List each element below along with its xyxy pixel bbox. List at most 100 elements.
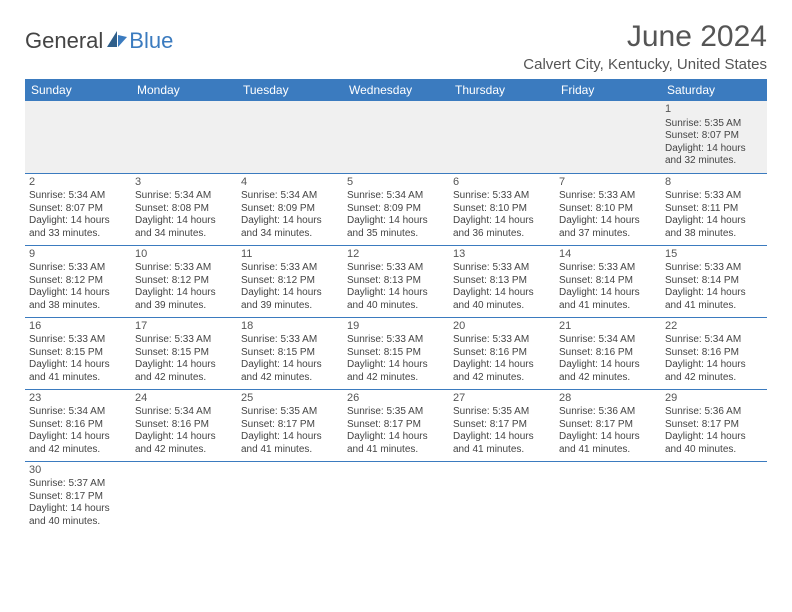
day-number: 5	[347, 176, 445, 190]
sunrise-line: Sunrise: 5:34 AM	[347, 190, 445, 203]
week-row: 9Sunrise: 5:33 AMSunset: 8:12 PMDaylight…	[25, 245, 767, 317]
sunset-line: Sunset: 8:11 PM	[665, 203, 763, 216]
daylight-line: Daylight: 14 hours and 42 minutes.	[135, 359, 233, 384]
day-cell: 13Sunrise: 5:33 AMSunset: 8:13 PMDayligh…	[449, 245, 555, 317]
sunrise-line: Sunrise: 5:33 AM	[347, 262, 445, 275]
day-number: 20	[453, 320, 551, 334]
day-cell: 5Sunrise: 5:34 AMSunset: 8:09 PMDaylight…	[343, 173, 449, 245]
daylight-line: Daylight: 14 hours and 42 minutes.	[241, 359, 339, 384]
sunset-line: Sunset: 8:12 PM	[241, 275, 339, 288]
day-cell: 26Sunrise: 5:35 AMSunset: 8:17 PMDayligh…	[343, 389, 449, 461]
sunset-line: Sunset: 8:16 PM	[29, 419, 127, 432]
daylight-line: Daylight: 14 hours and 40 minutes.	[347, 287, 445, 312]
week-row: 1Sunrise: 5:35 AMSunset: 8:07 PMDaylight…	[25, 101, 767, 173]
sunset-line: Sunset: 8:17 PM	[347, 419, 445, 432]
sunrise-line: Sunrise: 5:34 AM	[241, 190, 339, 203]
day-cell: 18Sunrise: 5:33 AMSunset: 8:15 PMDayligh…	[237, 317, 343, 389]
sunrise-line: Sunrise: 5:33 AM	[241, 262, 339, 275]
day-number: 21	[559, 320, 657, 334]
sunset-line: Sunset: 8:15 PM	[135, 347, 233, 360]
day-header: Tuesday	[237, 79, 343, 101]
sunset-line: Sunset: 8:15 PM	[347, 347, 445, 360]
day-number: 6	[453, 176, 551, 190]
day-cell: 6Sunrise: 5:33 AMSunset: 8:10 PMDaylight…	[449, 173, 555, 245]
day-number: 3	[135, 176, 233, 190]
daylight-line: Daylight: 14 hours and 42 minutes.	[665, 359, 763, 384]
day-cell	[131, 101, 237, 173]
day-header: Wednesday	[343, 79, 449, 101]
sunrise-line: Sunrise: 5:35 AM	[665, 118, 763, 131]
day-number: 11	[241, 248, 339, 262]
logo: General Blue	[25, 28, 173, 54]
day-cell: 24Sunrise: 5:34 AMSunset: 8:16 PMDayligh…	[131, 389, 237, 461]
day-cell: 1Sunrise: 5:35 AMSunset: 8:07 PMDaylight…	[661, 101, 767, 173]
day-number: 7	[559, 176, 657, 190]
sunset-line: Sunset: 8:10 PM	[559, 203, 657, 216]
day-cell: 9Sunrise: 5:33 AMSunset: 8:12 PMDaylight…	[25, 245, 131, 317]
day-cell	[343, 461, 449, 533]
daylight-line: Daylight: 14 hours and 40 minutes.	[665, 431, 763, 456]
day-cell: 4Sunrise: 5:34 AMSunset: 8:09 PMDaylight…	[237, 173, 343, 245]
daylight-line: Daylight: 14 hours and 32 minutes.	[665, 143, 763, 168]
daylight-line: Daylight: 14 hours and 33 minutes.	[29, 215, 127, 240]
daylight-line: Daylight: 14 hours and 36 minutes.	[453, 215, 551, 240]
logo-text-blue: Blue	[129, 28, 173, 54]
sunrise-line: Sunrise: 5:36 AM	[559, 406, 657, 419]
day-cell: 17Sunrise: 5:33 AMSunset: 8:15 PMDayligh…	[131, 317, 237, 389]
day-cell	[237, 461, 343, 533]
day-cell	[555, 101, 661, 173]
day-cell: 14Sunrise: 5:33 AMSunset: 8:14 PMDayligh…	[555, 245, 661, 317]
daylight-line: Daylight: 14 hours and 42 minutes.	[29, 431, 127, 456]
day-number: 23	[29, 392, 127, 406]
day-cell	[449, 461, 555, 533]
day-cell: 21Sunrise: 5:34 AMSunset: 8:16 PMDayligh…	[555, 317, 661, 389]
day-cell	[237, 101, 343, 173]
day-number: 2	[29, 176, 127, 190]
sunset-line: Sunset: 8:17 PM	[241, 419, 339, 432]
daylight-line: Daylight: 14 hours and 41 minutes.	[241, 431, 339, 456]
sunset-line: Sunset: 8:16 PM	[559, 347, 657, 360]
daylight-line: Daylight: 14 hours and 40 minutes.	[29, 503, 127, 528]
day-number: 17	[135, 320, 233, 334]
sunrise-line: Sunrise: 5:33 AM	[453, 334, 551, 347]
sunrise-line: Sunrise: 5:33 AM	[559, 190, 657, 203]
day-cell: 15Sunrise: 5:33 AMSunset: 8:14 PMDayligh…	[661, 245, 767, 317]
sunset-line: Sunset: 8:09 PM	[241, 203, 339, 216]
day-number: 27	[453, 392, 551, 406]
day-number: 15	[665, 248, 763, 262]
day-number: 12	[347, 248, 445, 262]
day-cell: 28Sunrise: 5:36 AMSunset: 8:17 PMDayligh…	[555, 389, 661, 461]
day-cell: 19Sunrise: 5:33 AMSunset: 8:15 PMDayligh…	[343, 317, 449, 389]
daylight-line: Daylight: 14 hours and 41 minutes.	[347, 431, 445, 456]
day-cell	[343, 101, 449, 173]
day-header: Thursday	[449, 79, 555, 101]
sunset-line: Sunset: 8:17 PM	[559, 419, 657, 432]
sunrise-line: Sunrise: 5:33 AM	[135, 334, 233, 347]
day-cell: 12Sunrise: 5:33 AMSunset: 8:13 PMDayligh…	[343, 245, 449, 317]
day-cell	[25, 101, 131, 173]
sunset-line: Sunset: 8:16 PM	[453, 347, 551, 360]
day-number: 22	[665, 320, 763, 334]
sunset-line: Sunset: 8:09 PM	[347, 203, 445, 216]
day-number: 8	[665, 176, 763, 190]
calendar-table: SundayMondayTuesdayWednesdayThursdayFrid…	[25, 79, 767, 533]
daylight-line: Daylight: 14 hours and 39 minutes.	[135, 287, 233, 312]
sunrise-line: Sunrise: 5:33 AM	[665, 262, 763, 275]
sunset-line: Sunset: 8:16 PM	[665, 347, 763, 360]
sunrise-line: Sunrise: 5:35 AM	[347, 406, 445, 419]
day-header: Monday	[131, 79, 237, 101]
day-cell: 25Sunrise: 5:35 AMSunset: 8:17 PMDayligh…	[237, 389, 343, 461]
day-number: 13	[453, 248, 551, 262]
sunset-line: Sunset: 8:15 PM	[29, 347, 127, 360]
sunset-line: Sunset: 8:15 PM	[241, 347, 339, 360]
day-cell: 30Sunrise: 5:37 AMSunset: 8:17 PMDayligh…	[25, 461, 131, 533]
sunrise-line: Sunrise: 5:37 AM	[29, 478, 127, 491]
day-cell: 11Sunrise: 5:33 AMSunset: 8:12 PMDayligh…	[237, 245, 343, 317]
sunrise-line: Sunrise: 5:33 AM	[665, 190, 763, 203]
sunset-line: Sunset: 8:12 PM	[29, 275, 127, 288]
day-cell	[555, 461, 661, 533]
sunset-line: Sunset: 8:07 PM	[29, 203, 127, 216]
day-number: 26	[347, 392, 445, 406]
day-cell: 20Sunrise: 5:33 AMSunset: 8:16 PMDayligh…	[449, 317, 555, 389]
sunset-line: Sunset: 8:17 PM	[453, 419, 551, 432]
